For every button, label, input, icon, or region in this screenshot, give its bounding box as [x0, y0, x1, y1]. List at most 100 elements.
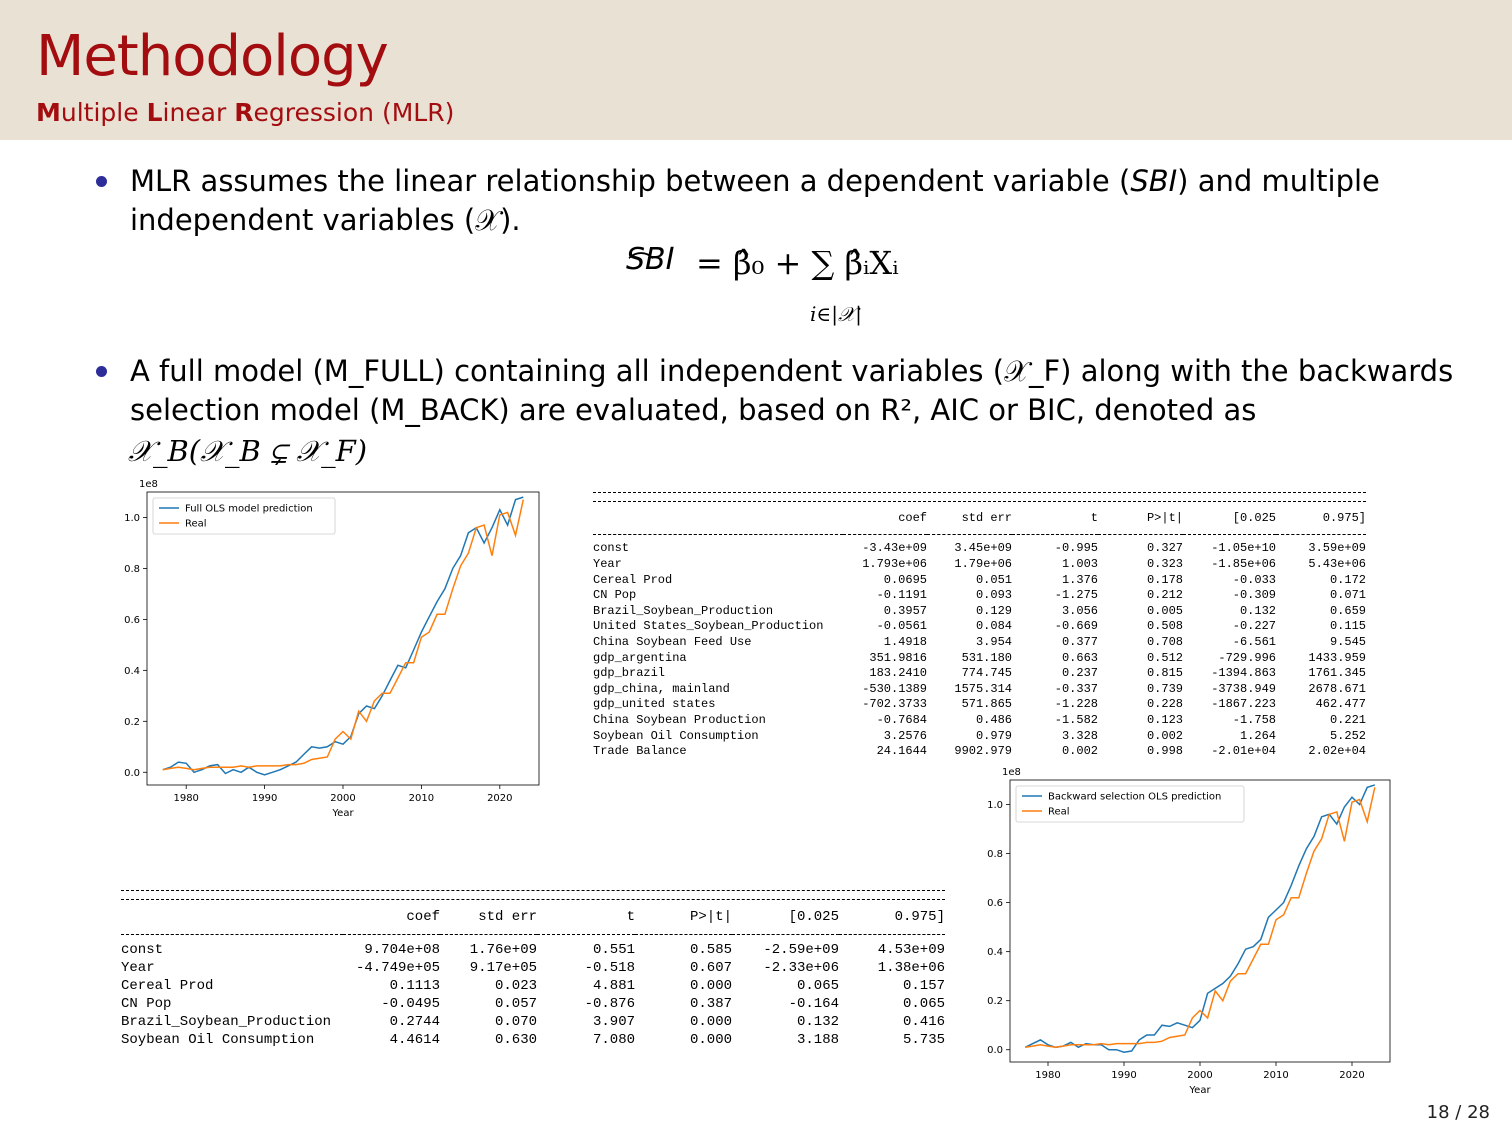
table-value-cell: -0.669 [1054, 619, 1098, 634]
table-value-cell: 0.115 [1329, 619, 1366, 634]
table-value-cell: 9.17e+05 [469, 960, 537, 976]
table-value-cell: -0.995 [1054, 541, 1098, 556]
table-value-cell: -1.758 [1232, 712, 1276, 727]
variable-name-cell: Soybean Oil Consumption [593, 728, 759, 743]
table-value-cell: -1394.863 [1211, 666, 1276, 681]
x-tick-label: 1980 [1035, 1070, 1060, 1081]
table-value-cell: 0.123 [1146, 712, 1183, 727]
table-row: Soybean Oil Consumption 3.2576 0.979 3.328 0… [593, 728, 1366, 744]
bullet-1: MLR assumes the linear relationship betw… [130, 162, 1470, 240]
legend-box [1015, 785, 1245, 823]
y-tick-label: 0.0 [124, 768, 140, 779]
table-rule-top [593, 492, 1366, 502]
table-value-cell: 3.2576 [883, 728, 927, 743]
table-value-cell: 5.735 [902, 1032, 945, 1048]
table-row: Brazil_Soybean_Production 0.2744 0.070 3.90… [121, 1013, 945, 1031]
legend-label: Backward selection OLS prediction [1048, 792, 1221, 803]
subtitle-rest-r: egression (MLR) [253, 98, 455, 127]
table-header-cell: std err [927, 508, 1012, 535]
table-value-cell: 0.129 [975, 603, 1012, 618]
table-value-cell: -3738.949 [1211, 681, 1276, 696]
series-line-0 [162, 496, 524, 776]
table-row: Cereal Prod 0.0695 0.051 1.376 0.178 -0.033 0.… [593, 572, 1366, 588]
series-line-1 [162, 499, 525, 771]
table-value-cell: 0.630 [494, 1032, 537, 1048]
table-value-cell: 0.000 [689, 1014, 732, 1030]
y-tick-label: 1.0 [987, 800, 1003, 811]
plot-frame [146, 491, 540, 786]
subtitle-cap-m: M [36, 98, 61, 127]
table-header-cell: [0.025 [1183, 508, 1276, 535]
table-value-cell: 351.9816 [869, 650, 927, 665]
table-value-cell: 5.43e+06 [1308, 556, 1366, 571]
y-tick-label: 0.4 [124, 666, 140, 677]
bullet-1-text-a: MLR assumes the linear relationship betw… [130, 164, 1131, 198]
table-row: Trade Balance 24.1644 9902.979 0.002 0.998 -2… [593, 743, 1366, 759]
variable-name-cell: Cereal Prod [593, 572, 673, 587]
table-value-cell: 0.708 [1146, 634, 1183, 649]
table-value-cell: 0.071 [1329, 588, 1366, 603]
table-value-cell: 571.865 [961, 697, 1012, 712]
variable-name-cell: gdp_china, mainland [593, 681, 730, 696]
subtitle-rest-m: ultiple [60, 98, 147, 127]
table-value-cell: 1.4918 [883, 634, 927, 649]
y-tick-label: 1.0 [124, 513, 140, 524]
slide-title: Methodology [36, 24, 389, 89]
legend-label: Full OLS model prediction [185, 504, 313, 515]
table-header-row: coef std err t P>|t| [0.025 0.975] [593, 508, 1366, 535]
slide-header: Methodology Multiple Linear Regression (… [0, 0, 1512, 140]
variable-name-cell: CN Pop [121, 996, 172, 1012]
table-value-cell: -729.996 [1218, 650, 1276, 665]
table-value-cell: -0.0495 [381, 996, 440, 1012]
backward-model-plot: 1e8 0.0 0.2 0.4 0.6 0.8 1.0 1980 1990 2000 2010 202… [987, 767, 1391, 1096]
x-tick-label: 2010 [1263, 1070, 1288, 1081]
table-value-cell: -1.228 [1054, 697, 1098, 712]
table-header-cell: coef [343, 906, 440, 935]
table-value-cell: 1.264 [1239, 728, 1276, 743]
table-value-cell: -0.033 [1232, 572, 1276, 587]
table-value-cell: 3.328 [1061, 728, 1098, 743]
table-value-cell: 3.056 [1061, 603, 1098, 618]
table-header-cell: 0.975] [1276, 508, 1366, 535]
x-tick-label: 1990 [252, 793, 277, 804]
table-value-cell: -6.561 [1232, 634, 1276, 649]
variable-name-cell: Brazil_Soybean_Production [593, 603, 774, 618]
table-value-cell: 0.512 [1146, 650, 1183, 665]
table-value-cell: 0.000 [689, 978, 732, 994]
equation-lhs: ︵ SBI [626, 234, 675, 277]
table-value-cell: 1.76e+09 [469, 942, 537, 958]
table-value-cell: 0.178 [1146, 572, 1183, 587]
variable-name-cell: const [593, 541, 630, 556]
subtitle-cap-r: R [234, 98, 254, 127]
table-row: gdp_united states -702.3733 571.865 -1.228 0… [593, 697, 1366, 713]
equation-sum-subscript: i∈|𝒳| [810, 302, 862, 326]
table-value-cell: 4.53e+09 [877, 942, 945, 958]
table-value-cell: 0.084 [975, 619, 1012, 634]
bullet-dot-1 [96, 176, 107, 187]
table-value-cell: 0.323 [1146, 556, 1183, 571]
table-value-cell: 0.002 [1061, 744, 1098, 759]
variable-name-cell: gdp_united states [593, 697, 716, 712]
table-row: Soybean Oil Consumption 4.4614 0.630 7.080 0… [121, 1031, 945, 1049]
table-value-cell: -1.05e+10 [1211, 541, 1276, 556]
x-axis-label: Year [1188, 1085, 1211, 1096]
table-value-cell: 3.59e+09 [1308, 541, 1366, 556]
table-value-cell: 0.508 [1146, 619, 1183, 634]
table-value-cell: 0.237 [1061, 666, 1098, 681]
table-rule-top [121, 890, 945, 900]
table-value-cell: 0.739 [1146, 681, 1183, 696]
y-tick-label: 0.8 [124, 564, 140, 575]
variable-name-cell: United States_Soybean_Production [593, 619, 824, 634]
table-header-cell: [0.025 [732, 906, 839, 935]
subtitle-rest-l: inear [162, 98, 235, 127]
legend-label: Real [185, 519, 207, 530]
table-header-cell: P>|t| [635, 906, 732, 935]
bullet-1-sbi: SBI [1130, 164, 1178, 198]
table-value-cell: 1.793e+06 [862, 556, 927, 571]
table-row: CN Pop -0.1191 0.093 -1.275 0.212 -0.309 0.071 [593, 587, 1366, 603]
table-value-cell: -702.3733 [862, 697, 927, 712]
full-model-plot: 1e8 0.0 0.2 0.4 0.6 0.8 1.0 1980 1990 2000 2010 202… [124, 479, 540, 819]
table-value-cell: 0.070 [494, 1014, 537, 1030]
table-value-cell: 0.327 [1146, 541, 1183, 556]
table-value-cell: 0.585 [689, 942, 732, 958]
